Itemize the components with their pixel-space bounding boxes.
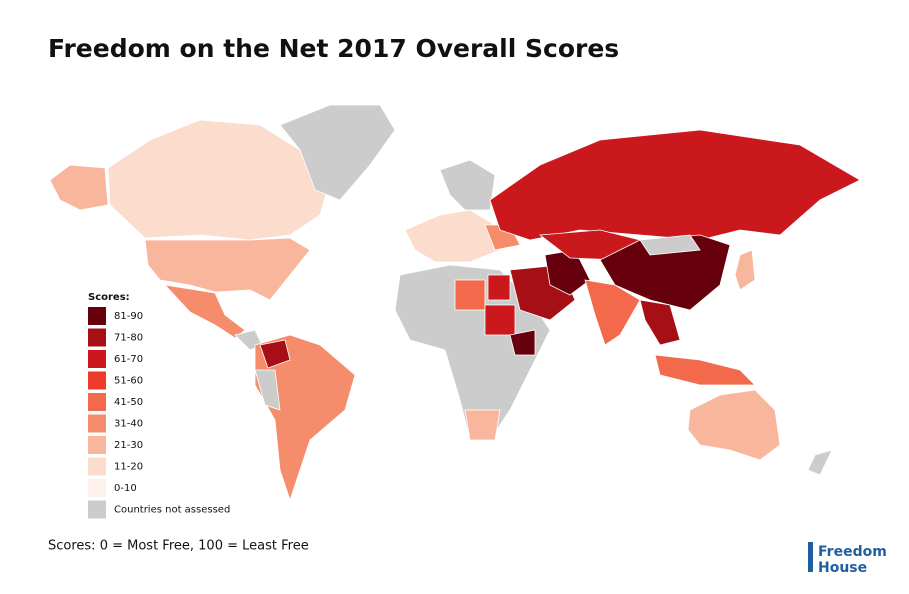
legend-swatch — [88, 393, 106, 411]
legend-label: 81-90 — [114, 311, 143, 322]
legend-label: 61-70 — [114, 354, 143, 365]
legend-swatch — [88, 307, 106, 325]
legend-swatch — [88, 500, 106, 519]
venezuela — [259, 339, 291, 369]
alaska — [49, 164, 109, 211]
legend-label: 41-50 — [114, 397, 143, 408]
australia — [687, 389, 781, 461]
world-map — [49, 104, 861, 502]
indonesia — [654, 354, 756, 386]
mongolia — [639, 234, 701, 256]
sudan — [484, 304, 516, 336]
title: Freedom on the Net 2017 Overall Scores — [48, 34, 619, 63]
greenland — [279, 104, 396, 201]
legend-swatch — [88, 414, 106, 433]
india — [584, 279, 641, 346]
southeast-asia — [639, 299, 681, 346]
logo-torch — [808, 542, 813, 572]
legend-label: 0-10 — [114, 483, 137, 494]
scandinavia — [439, 159, 496, 211]
legend: 81-90 71-80 61-70 51-60 41-50 31-40 21-30 11-20… — [88, 307, 230, 519]
south-america — [254, 334, 356, 502]
libya — [454, 279, 486, 311]
legend-label: 31-40 — [114, 419, 143, 430]
ethiopia — [509, 329, 536, 356]
logo-line2: House — [818, 560, 867, 576]
legend-label: 71-80 — [114, 333, 143, 344]
japan — [734, 249, 756, 291]
peru — [254, 369, 281, 411]
europe — [404, 209, 501, 263]
egypt — [487, 274, 511, 301]
canada — [107, 119, 331, 241]
new-zealand — [807, 449, 833, 476]
legend-swatch — [88, 328, 106, 347]
russia — [489, 129, 861, 241]
legend-label: 21-30 — [114, 440, 143, 451]
legend-swatch — [88, 479, 106, 497]
legend-label: 11-20 — [114, 462, 143, 473]
legend-title: Scores: — [88, 292, 130, 303]
legend-swatch — [88, 371, 106, 390]
legend-swatch — [88, 350, 106, 368]
legend-label: Countries not assessed — [114, 505, 230, 516]
legend-label: 51-60 — [114, 376, 143, 387]
south-africa — [464, 409, 501, 441]
logo-line1: Freedom — [818, 544, 887, 560]
legend-swatch — [88, 457, 106, 476]
usa — [144, 237, 311, 301]
footnote: Scores: 0 = Most Free, 100 = Least Free — [48, 539, 309, 554]
logo: Freedom House — [808, 542, 887, 576]
mexico — [163, 284, 246, 339]
legend-swatch — [88, 436, 106, 454]
